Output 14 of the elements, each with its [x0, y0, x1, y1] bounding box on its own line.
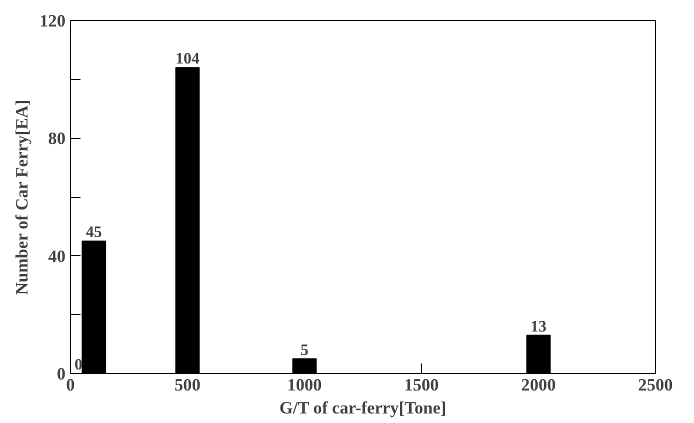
- x-axis-title: G/T of car-ferry[Tone]: [279, 398, 446, 418]
- data-label: 45: [86, 224, 102, 242]
- y-tick-label: 120: [40, 12, 66, 30]
- x-tick-label: 500: [174, 376, 201, 394]
- x-tick-label: 1000: [287, 376, 322, 394]
- x-tick-label: 2500: [638, 376, 673, 394]
- data-label: 13: [530, 318, 546, 336]
- y-tick-label: 40: [48, 246, 66, 266]
- y-axis-title: Number of Car Ferry[EA]: [12, 100, 32, 295]
- data-label: 104: [176, 50, 200, 68]
- x-tick-label: 1500: [404, 376, 439, 394]
- y-tick-label: 80: [48, 129, 66, 148]
- data-label: 5: [300, 342, 308, 359]
- x-tick-label: 2000: [521, 376, 556, 394]
